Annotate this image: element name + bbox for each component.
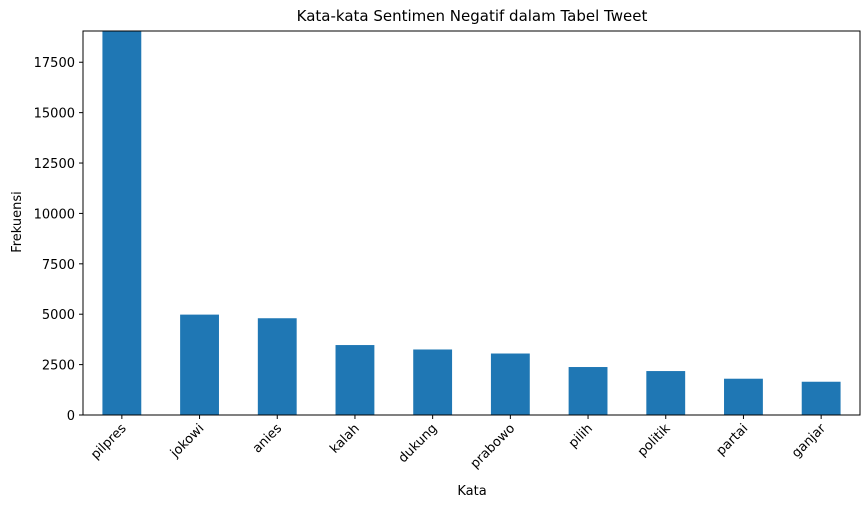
- y-tick-label: 2500: [42, 359, 75, 374]
- x-tick-label: partai: [714, 421, 752, 459]
- bar-anies: [257, 318, 297, 415]
- x-tick-label: anies: [250, 421, 285, 456]
- chart-title: Kata-kata Sentimen Negatif dalam Tabel T…: [297, 7, 648, 25]
- bar-pilih: [568, 367, 608, 415]
- plot-frame: [82, 30, 861, 416]
- y-tick-label: 0: [67, 409, 75, 424]
- bars-group: [102, 31, 841, 415]
- x-axis-label: Kata: [457, 484, 486, 499]
- y-tick-label: 5000: [42, 308, 75, 323]
- x-tick-label: dukung: [396, 421, 441, 466]
- bar-jokowi: [180, 314, 219, 415]
- x-tick-label: jokowi: [167, 421, 207, 461]
- bar-politik: [646, 371, 686, 415]
- x-tick-label: pilpres: [88, 421, 130, 463]
- x-tick-label: prabowo: [468, 421, 518, 471]
- x-tick-label: pilih: [566, 421, 596, 451]
- y-axis: 0 2500 5000 7500 10000 12500 15000 17500: [34, 56, 83, 424]
- x-tick-label: kalah: [327, 421, 362, 456]
- bar-prabowo: [490, 353, 530, 415]
- y-tick-label: 15000: [34, 107, 75, 122]
- y-tick-label: 7500: [42, 258, 75, 273]
- x-tick-label: politik: [635, 421, 674, 460]
- x-axis: pilpres jokowi anies kalah dukung prabowo pili…: [88, 415, 829, 472]
- y-tick-label: 12500: [34, 157, 75, 172]
- bar-dukung: [413, 349, 453, 415]
- y-tick-label: 17500: [34, 56, 75, 71]
- bar-partai: [724, 378, 763, 415]
- bar-ganjar: [801, 381, 841, 415]
- bar-pilpres: [102, 31, 142, 415]
- y-axis-label: Frekuensi: [10, 191, 25, 253]
- y-tick-label: 10000: [34, 207, 75, 222]
- x-tick-label: ganjar: [789, 421, 829, 461]
- bar-kalah: [335, 345, 375, 415]
